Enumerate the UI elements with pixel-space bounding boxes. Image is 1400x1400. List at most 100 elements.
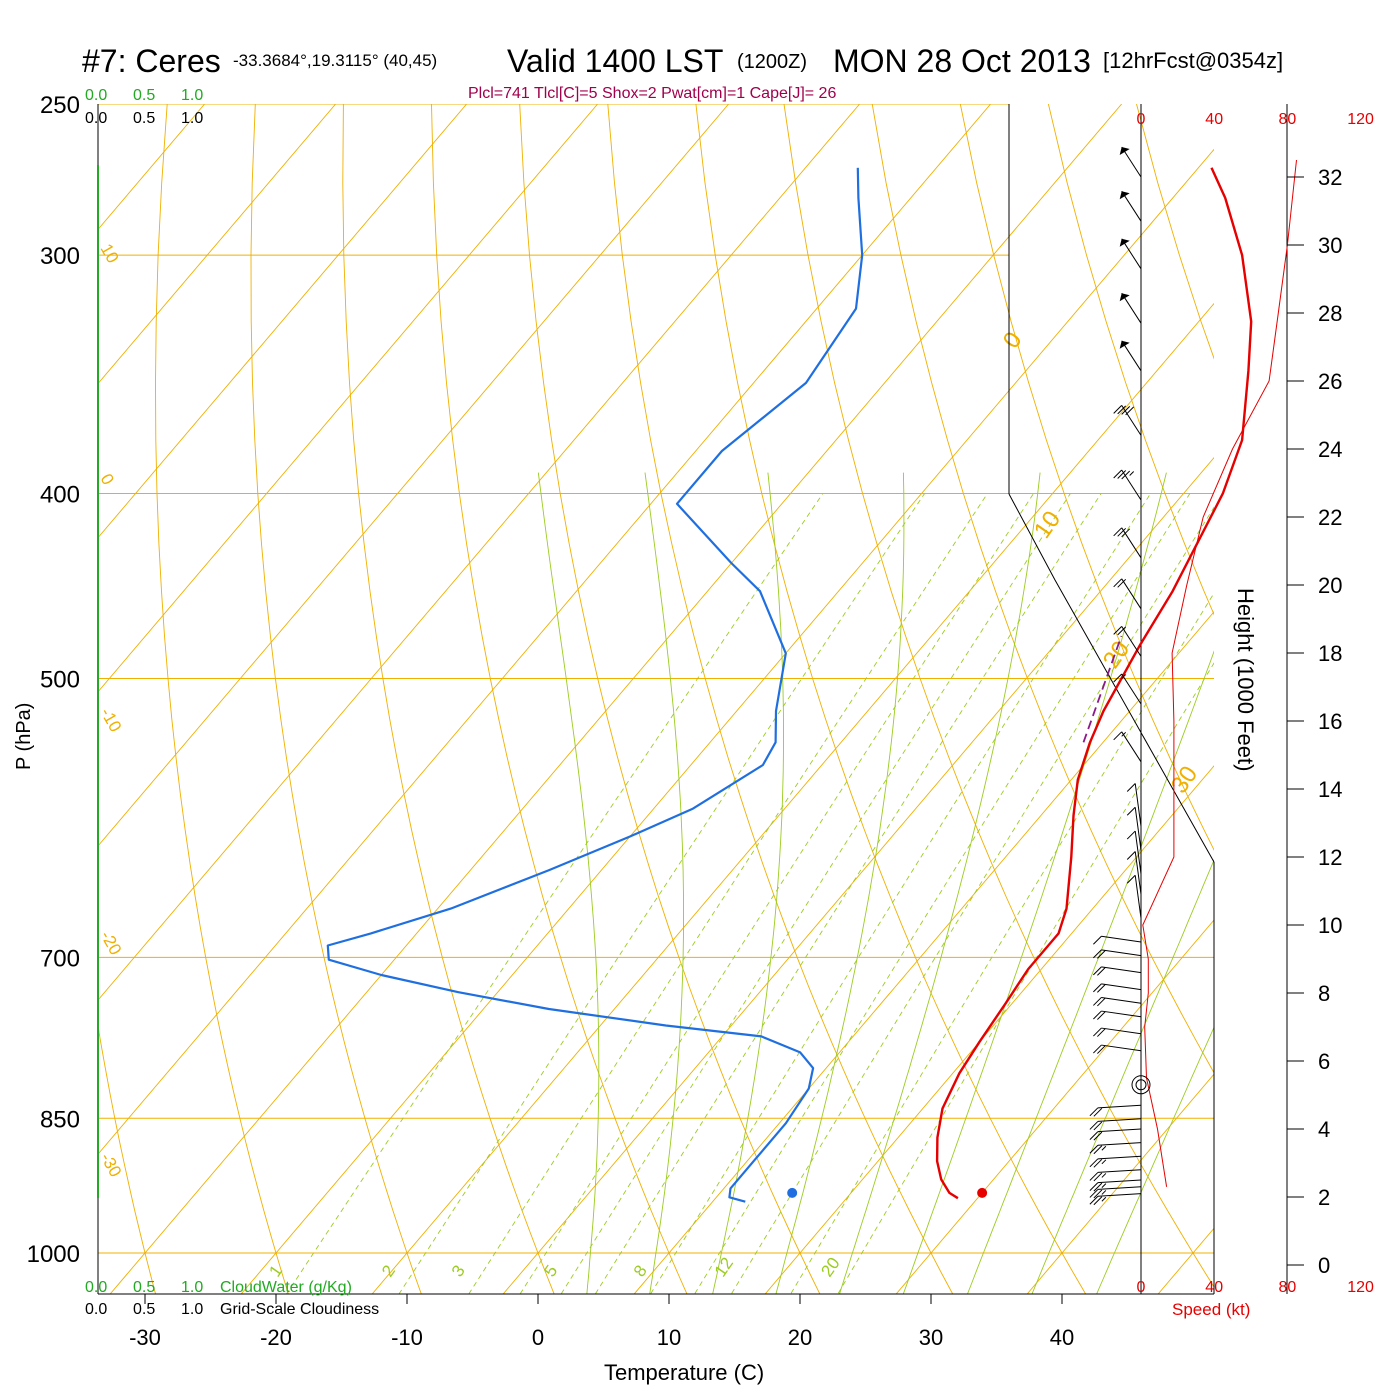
height-tick-label: 14 (1318, 777, 1342, 802)
left-isotherm-label: -10 (97, 705, 126, 736)
pressure-tick-label: 400 (40, 482, 80, 509)
isotherm-line (895, 919, 1214, 1294)
wind-barb (1089, 1128, 1142, 1141)
cloudwater-label: CloudWater (g/Kg) (220, 1279, 352, 1296)
wind-barb (1119, 190, 1142, 222)
height-tick-label: 6 (1318, 1049, 1330, 1074)
temperature-line (935, 167, 1253, 1200)
plot-frame (97, 104, 1288, 1295)
height-tick-label: 32 (1318, 165, 1342, 190)
wind-speed-line (1142, 159, 1297, 1187)
wind-barb (1113, 469, 1142, 501)
wind-barb (1089, 1104, 1142, 1117)
wind-barb (1119, 340, 1142, 372)
wind-barbs (1089, 146, 1297, 1206)
mixing-ratio-label: 5 (540, 1262, 561, 1281)
legend: 0.0 0.5 1.0 0.0 0.5 1.0 0.0 0.5 1.0 Clou… (85, 87, 379, 1318)
height-tick-label: 28 (1318, 301, 1342, 326)
height-tick-label: 12 (1318, 845, 1342, 870)
wind-barb (1093, 966, 1142, 976)
isotherm-line (371, 302, 1214, 1294)
dry-adiabat (1136, 104, 1214, 360)
calm-wind-circle (1131, 1075, 1151, 1095)
right-isotherm-label: 0 (998, 327, 1028, 353)
mixing-ratio-line (398, 493, 925, 1294)
moist-adiabat (537, 472, 600, 1294)
mixing-ratio-line (790, 592, 1214, 1294)
x-tick-label: -10 (391, 1325, 423, 1350)
x-tick-label: 10 (657, 1325, 681, 1350)
wind-barb (1093, 949, 1142, 959)
thermo-grid (98, 104, 1214, 1294)
mixing-ratio-label: 2 (378, 1262, 399, 1281)
dry-adiabat (607, 104, 954, 1294)
moist-adiabat (902, 472, 1167, 1294)
wind-barb (1093, 935, 1142, 945)
axes-labels: -30 -20 -10 0 10 20 30 402503004005007008501000… (27, 92, 1374, 1350)
cloudiness-label: Grid-Scale Cloudiness (220, 1301, 379, 1318)
wind-barb (1126, 783, 1142, 827)
speed-tick-label-bottom: 0 (1137, 1279, 1146, 1296)
y-axis-title: P (hPa) (13, 703, 35, 770)
wind-barb (1089, 1186, 1142, 1199)
left-isotherm-label: -30 (97, 1150, 126, 1181)
cloudiness-bottom-1: 1.0 (181, 1301, 203, 1318)
calm-wind-circle-inner (1135, 1079, 1147, 1091)
cloudwater-top-0: 0.0 (85, 87, 107, 104)
mixing-ratio-line (594, 493, 1102, 1294)
pressure-tick-label: 850 (40, 1106, 80, 1133)
height-tick-label: 26 (1318, 369, 1342, 394)
isotherm-line (98, 104, 991, 1155)
isobar-lines (98, 104, 1214, 1254)
isotherm-line (98, 104, 860, 1001)
mixing-ratio-line (694, 493, 1191, 1294)
dry-adiabat (155, 104, 289, 1294)
height-tick-label: 10 (1318, 913, 1342, 938)
wind-barb (1089, 1155, 1142, 1168)
wind-barb (1113, 527, 1142, 559)
mixing-ratio-line (650, 493, 1151, 1294)
cloudiness-top-05: 0.5 (133, 110, 155, 127)
wind-barb (1089, 1169, 1142, 1182)
utc-time: (1200Z) (737, 51, 807, 73)
x-tick-label: 30 (919, 1325, 943, 1350)
moist-adiabat (775, 472, 905, 1294)
cloudwater-bottom-1: 1.0 (181, 1279, 203, 1296)
pressure-tick-label: 250 (40, 92, 80, 119)
dry-adiabat (431, 104, 688, 1294)
height-tick-label: 24 (1318, 437, 1342, 462)
cloudwater-top-1: 1.0 (181, 87, 203, 104)
height-tick-label: 22 (1318, 505, 1342, 530)
isotherm-line (633, 611, 1214, 1294)
parcel-line (1082, 635, 1123, 743)
dry-adiabat (98, 1023, 157, 1294)
cloudiness-bottom-05: 0.5 (133, 1301, 155, 1318)
wind-barb (1126, 806, 1142, 851)
x-tick-label: 0 (532, 1325, 544, 1350)
valid-time: Valid 1400 LST (507, 43, 723, 79)
height-tick-label: 0 (1318, 1253, 1330, 1278)
pressure-tick-label: 300 (40, 243, 80, 270)
speed-tick-label-top: 0 (1137, 111, 1146, 128)
x-tick-label: 20 (788, 1325, 812, 1350)
dry-adiabat (250, 104, 422, 1294)
mixing-ratio-line (560, 493, 1071, 1294)
wind-barb (1089, 1118, 1142, 1131)
isotherm-line (109, 104, 1122, 1294)
pressure-tick-label: 1000 (27, 1241, 80, 1268)
dry-adiabat (695, 104, 1087, 1294)
isotherm-line (98, 104, 729, 847)
x-tick-label: -30 (129, 1325, 161, 1350)
mixing-ratio-line (468, 493, 988, 1294)
speed-axis-title: Speed (kt) (1172, 1300, 1250, 1319)
height-tick-label: 18 (1318, 641, 1342, 666)
station-title: #7: Ceres (82, 43, 221, 79)
mixing-ratio-label: 20 (817, 1254, 843, 1280)
wind-barb (1113, 626, 1142, 657)
left-isotherm-label: -20 (97, 928, 126, 959)
speed-tick-label-bottom: 40 (1205, 1279, 1223, 1296)
height-tick-label: 2 (1318, 1185, 1330, 1210)
speed-tick-label-bottom: 80 (1279, 1279, 1297, 1296)
moist-adiabat (966, 650, 1214, 1294)
dry-adiabat (342, 104, 555, 1294)
